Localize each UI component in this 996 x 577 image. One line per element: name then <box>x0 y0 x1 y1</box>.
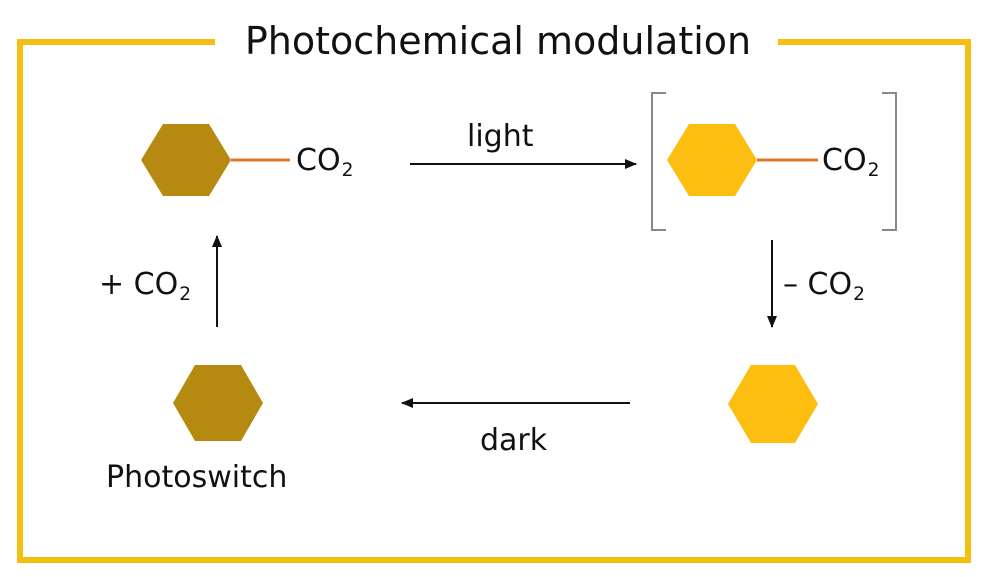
co2-subscript: 2 <box>867 159 880 181</box>
co2-label-top-right: CO2 <box>822 143 879 180</box>
activated-photoswitch-hexagon <box>728 365 818 443</box>
co2-formula: CO <box>822 143 867 178</box>
diagram-title: Photochemical modulation <box>244 19 752 63</box>
co2-formula: CO <box>296 143 341 178</box>
light-step-label: light <box>467 119 534 154</box>
frame-border <box>17 39 971 563</box>
excited-adduct-hexagon <box>667 124 757 196</box>
photoswitch-label: Photoswitch <box>106 460 288 495</box>
photoswitch-co2-adduct-hexagon <box>141 124 231 196</box>
capture-formula: + CO <box>99 267 179 302</box>
capture-subscript: 2 <box>179 283 192 305</box>
photoswitch-hexagon <box>173 365 263 441</box>
co2-subscript: 2 <box>341 159 354 181</box>
release-formula: – CO <box>783 267 853 302</box>
capture-step-label: + CO2 <box>99 267 191 304</box>
co2-label-top-left: CO2 <box>296 143 353 180</box>
release-subscript: 2 <box>853 283 865 305</box>
left-bracket <box>651 92 666 231</box>
dark-step-label: dark <box>480 423 548 458</box>
right-bracket <box>882 92 897 231</box>
release-step-label: – CO2 <box>783 267 865 304</box>
